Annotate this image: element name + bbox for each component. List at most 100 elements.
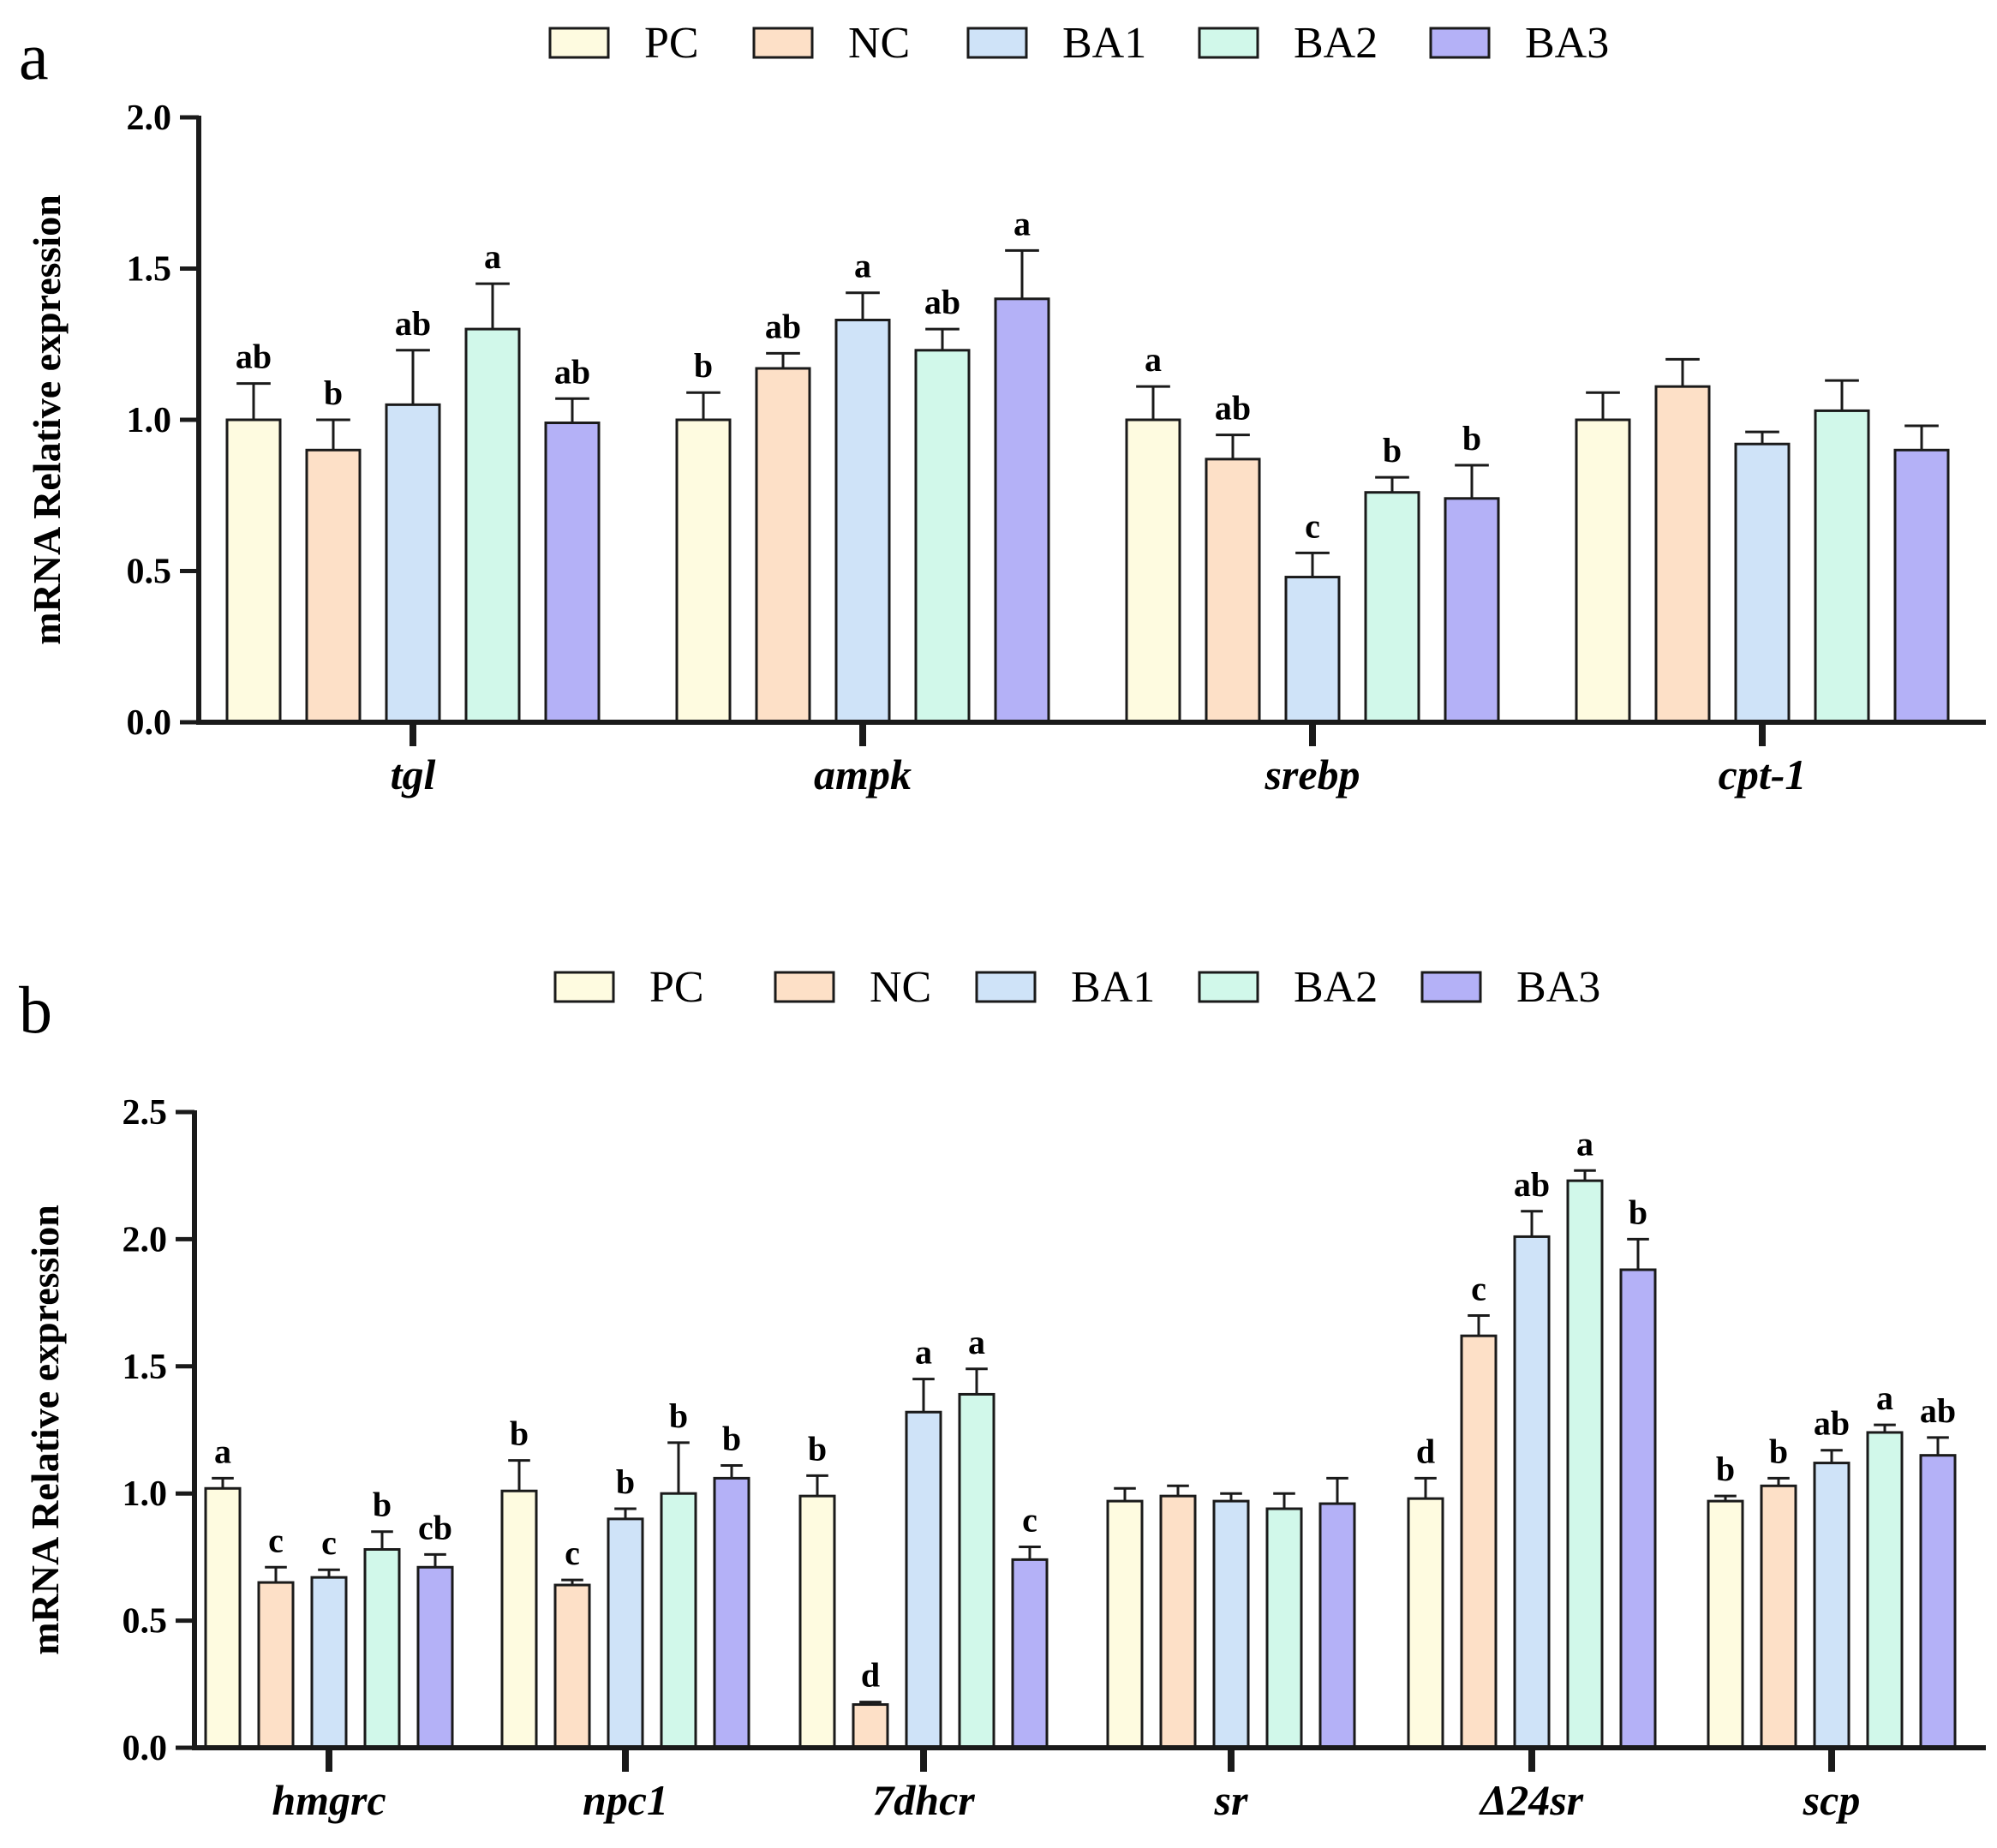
significance-label: ab bbox=[1920, 1391, 1956, 1430]
significance-label: b bbox=[722, 1420, 741, 1458]
bar-pc-3 bbox=[1575, 418, 1631, 724]
legend-swatch-pc bbox=[553, 971, 615, 1003]
significance-label: c bbox=[1471, 1269, 1486, 1307]
bar-nc-1 bbox=[755, 367, 811, 724]
legend-swatch-nc bbox=[774, 971, 835, 1003]
bar-ba1-0 bbox=[385, 403, 441, 724]
bar-ba1-3 bbox=[1212, 1499, 1250, 1749]
legend-swatch-nc bbox=[752, 27, 814, 59]
bar-ba3-4 bbox=[1619, 1268, 1657, 1749]
significance-label: c bbox=[1305, 506, 1320, 545]
legend-swatch-ba2 bbox=[1198, 971, 1259, 1003]
x-category-label: tgl bbox=[391, 751, 436, 798]
x-category-label: npc1 bbox=[583, 1776, 668, 1824]
bar-ba2-0 bbox=[464, 327, 521, 724]
bar-ba2-5 bbox=[1866, 1431, 1904, 1749]
x-category-label: sr bbox=[1214, 1776, 1248, 1824]
significance-label: a bbox=[484, 237, 501, 276]
significance-label: c bbox=[1022, 1501, 1037, 1540]
significance-label: ab bbox=[236, 338, 272, 376]
bar-nc-4 bbox=[1460, 1334, 1498, 1749]
bar-nc-3 bbox=[1654, 385, 1711, 724]
significance-label: b bbox=[510, 1414, 529, 1453]
bar-ba2-1 bbox=[914, 349, 971, 724]
bar-pc-2 bbox=[1125, 418, 1181, 724]
bar-ba1-2 bbox=[1284, 576, 1341, 724]
panel-b: b PC NC BA1 BA2 BA3 mRNA Relative expression 0… bbox=[19, 963, 1986, 1824]
bar-ba3-5 bbox=[1919, 1454, 1957, 1749]
bar-ba3-0 bbox=[544, 422, 601, 724]
bar-nc-1 bbox=[553, 1583, 591, 1749]
bar-ba1-0 bbox=[310, 1576, 348, 1749]
bar-ba3-1 bbox=[994, 297, 1050, 724]
y-tick-label: 0.0 bbox=[127, 703, 172, 743]
bar-ba2-4 bbox=[1566, 1179, 1604, 1749]
x-category-label: 7dhcr bbox=[872, 1776, 975, 1824]
legend-label-ba3: BA3 bbox=[1525, 19, 1609, 68]
bar-nc-0 bbox=[257, 1581, 295, 1749]
bar-nc-5 bbox=[1760, 1484, 1797, 1749]
legend-label-ba1: BA1 bbox=[1071, 963, 1155, 1012]
significance-label: b bbox=[694, 346, 713, 385]
significance-label: c bbox=[268, 1521, 284, 1559]
significance-label: ab bbox=[1215, 389, 1251, 428]
legend-swatch-ba1 bbox=[975, 971, 1037, 1003]
significance-label: ab bbox=[1514, 1165, 1550, 1204]
bar-pc-4 bbox=[1407, 1497, 1444, 1749]
bar-ba1-5 bbox=[1813, 1462, 1851, 1749]
significance-label: a bbox=[915, 1333, 932, 1372]
legend-label-pc: PC bbox=[644, 19, 699, 68]
bar-nc-2 bbox=[1205, 458, 1261, 724]
bar-ba1-4 bbox=[1513, 1235, 1551, 1749]
significance-label: b bbox=[669, 1396, 688, 1435]
significance-label: a bbox=[968, 1323, 985, 1361]
significance-label: cb bbox=[418, 1508, 452, 1546]
bar-ba2-1 bbox=[660, 1492, 697, 1749]
significance-label: d bbox=[1416, 1432, 1435, 1470]
legend-label-ba3: BA3 bbox=[1516, 963, 1600, 1012]
y-tick-label: 1.0 bbox=[123, 1474, 168, 1514]
x-category-label: hmgrc bbox=[272, 1776, 386, 1824]
significance-label: ab bbox=[554, 352, 590, 391]
bar-nc-0 bbox=[305, 448, 362, 724]
y-tick-label: 2.0 bbox=[127, 99, 172, 138]
y-tick-label: 1.0 bbox=[127, 401, 172, 440]
bar-ba3-3 bbox=[1893, 448, 1950, 724]
bar-ba3-3 bbox=[1318, 1502, 1356, 1749]
y-tick-label: 0.0 bbox=[123, 1729, 168, 1768]
significance-label: a bbox=[1145, 340, 1162, 379]
bar-pc-0 bbox=[204, 1486, 242, 1749]
significance-label: ab bbox=[924, 283, 960, 321]
bar-pc-5 bbox=[1707, 1499, 1744, 1749]
significance-label: b bbox=[324, 374, 343, 412]
significance-label: b bbox=[1716, 1450, 1735, 1488]
significance-label: c bbox=[321, 1523, 337, 1562]
legend-label-nc: NC bbox=[870, 963, 931, 1012]
legend-label-ba2: BA2 bbox=[1294, 19, 1378, 68]
x-category-label: ampk bbox=[814, 751, 912, 798]
bar-pc-2 bbox=[798, 1494, 836, 1749]
bar-ba1-3 bbox=[1734, 442, 1791, 724]
x-category-label: scp bbox=[1803, 1776, 1861, 1824]
legend-swatch-ba3 bbox=[1429, 27, 1491, 59]
significance-label: b bbox=[1462, 419, 1481, 458]
bar-pc-0 bbox=[225, 418, 282, 724]
bar-nc-3 bbox=[1159, 1494, 1197, 1749]
significance-label: b bbox=[373, 1486, 392, 1524]
legend-swatch-ba1 bbox=[966, 27, 1028, 59]
significance-label: ab bbox=[765, 307, 801, 345]
significance-label: b bbox=[1769, 1432, 1788, 1470]
significance-label: b bbox=[808, 1429, 827, 1468]
bar-ba2-3 bbox=[1814, 409, 1870, 724]
panel-label-b: b bbox=[19, 972, 52, 1047]
significance-label: a bbox=[854, 247, 871, 285]
bar-ba3-2 bbox=[1011, 1558, 1049, 1749]
y-axis-title: mRNA Relative expression bbox=[25, 194, 69, 645]
panel-label-a: a bbox=[19, 19, 49, 93]
significance-label: b bbox=[1383, 431, 1402, 469]
significance-label: c bbox=[565, 1534, 580, 1572]
bar-ba2-3 bbox=[1265, 1507, 1303, 1749]
legend-swatch-ba3 bbox=[1420, 971, 1482, 1003]
legend-label-ba1: BA1 bbox=[1062, 19, 1146, 68]
